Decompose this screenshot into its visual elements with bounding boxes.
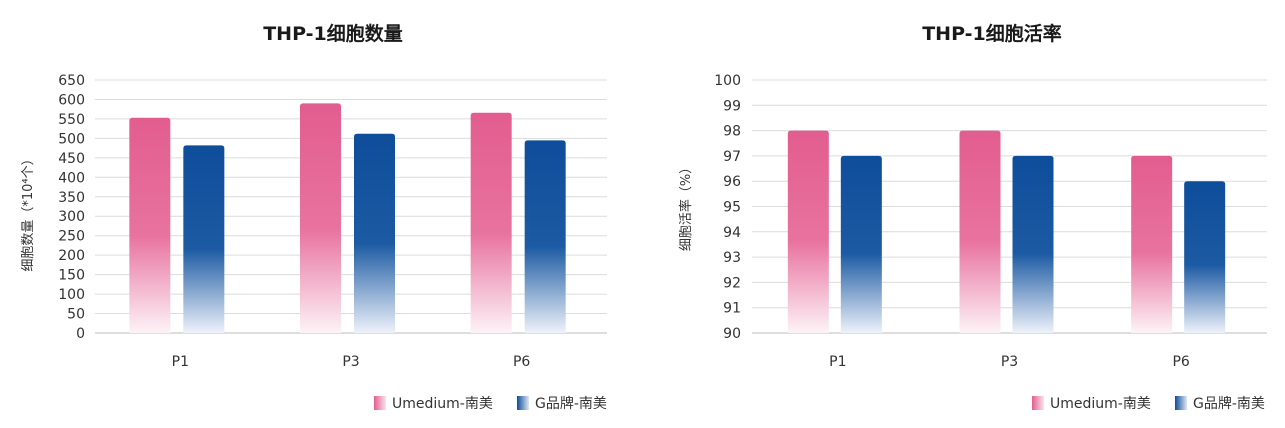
bar-umedium-p3: [300, 103, 341, 333]
x-tick-label: P1: [172, 354, 189, 370]
y-tick-labels: 90 91 92 93 94 95 96 97 98 99 100: [714, 73, 741, 342]
bar-umedium-p6: [470, 112, 512, 334]
legend-label-gbrand: G品牌-南美: [1193, 395, 1265, 412]
y-tick-label: 300: [58, 209, 85, 225]
bar-gbrand-p6: [524, 140, 566, 333]
legend-label-umedium: Umedium-南美: [1050, 396, 1151, 412]
y-tick-label: 97: [723, 149, 741, 165]
x-tick-label: P6: [513, 354, 530, 370]
legend: Umedium-南美 G品牌-南美: [1032, 395, 1265, 412]
bar-gbrand-p1: [840, 155, 882, 333]
legend-swatch-gbrand: [1175, 396, 1187, 410]
bars: [787, 130, 1226, 333]
y-tick-label: 450: [58, 151, 85, 167]
y-tick-label: 200: [58, 248, 85, 264]
y-tick-label: 92: [723, 275, 741, 291]
y-tick-label: 600: [58, 92, 85, 108]
x-tick-label: P1: [829, 354, 846, 370]
chart-title: THP-1细胞活率: [922, 22, 1062, 45]
legend: Umedium-南美 G品牌-南美: [374, 395, 607, 412]
y-tick-label: 95: [723, 200, 741, 216]
legend-swatch-umedium: [374, 396, 386, 410]
x-tick-label: P3: [342, 354, 359, 370]
bar-umedium-p3: [959, 130, 1001, 333]
y-tick-label: 50: [67, 307, 85, 323]
y-tick-label: 94: [723, 225, 741, 241]
x-tick-label: P3: [1001, 354, 1018, 370]
legend-swatch-umedium: [1032, 396, 1044, 410]
chart-title: THP-1细胞数量: [263, 22, 403, 45]
legend-label-umedium: Umedium-南美: [392, 396, 493, 412]
y-tick-label: 93: [723, 250, 741, 266]
y-axis-label: 细胞活率（%）: [678, 161, 694, 251]
y-axis-label: 细胞数量（*10⁴个）: [21, 152, 36, 271]
y-tick-label: 500: [58, 131, 85, 147]
gridlines: [95, 79, 607, 334]
y-tick-label: 100: [58, 287, 85, 303]
y-tick-label: 91: [723, 301, 741, 317]
y-tick-label: 650: [58, 73, 85, 89]
bars: [129, 103, 566, 334]
y-tick-label: 400: [58, 170, 85, 186]
bar-umedium-p1: [129, 117, 171, 333]
y-tick-label: 550: [58, 112, 85, 128]
x-tick-labels: P1 P3 P6: [172, 354, 531, 370]
y-tick-label: 100: [714, 73, 741, 89]
y-tick-label: 150: [58, 268, 85, 284]
legend-swatch-gbrand: [517, 396, 529, 410]
y-tick-labels: 0 50 100 150 200 250 300 350 400 450 500 550 600 650: [58, 73, 85, 342]
y-tick-label: 250: [58, 229, 85, 245]
y-tick-label: 99: [723, 98, 741, 114]
bar-gbrand-p3: [354, 133, 395, 333]
x-tick-labels: P1 P3 P6: [829, 354, 1190, 370]
x-tick-label: P6: [1172, 354, 1189, 370]
bar-gbrand-p3: [1012, 155, 1054, 333]
legend-label-gbrand: G品牌-南美: [535, 395, 607, 412]
chart-cell-count: THP-1细胞数量 细胞数量（*10⁴个） 0 50 100 150 200 250 300…: [21, 22, 607, 412]
bar-gbrand-p1: [183, 145, 225, 333]
bar-umedium-p6: [1131, 155, 1173, 333]
gridlines: [752, 79, 1267, 334]
y-tick-label: 0: [76, 326, 85, 342]
chart-cell-viability: THP-1细胞活率 细胞活率（%） 90 91 92 93 94 95 96 97 98 99 10…: [678, 22, 1267, 412]
bar-umedium-p1: [787, 130, 829, 333]
y-tick-label: 96: [723, 174, 741, 190]
y-tick-label: 90: [723, 326, 741, 342]
y-tick-label: 98: [723, 124, 741, 140]
y-tick-label: 350: [58, 190, 85, 206]
bar-gbrand-p6: [1184, 181, 1226, 333]
